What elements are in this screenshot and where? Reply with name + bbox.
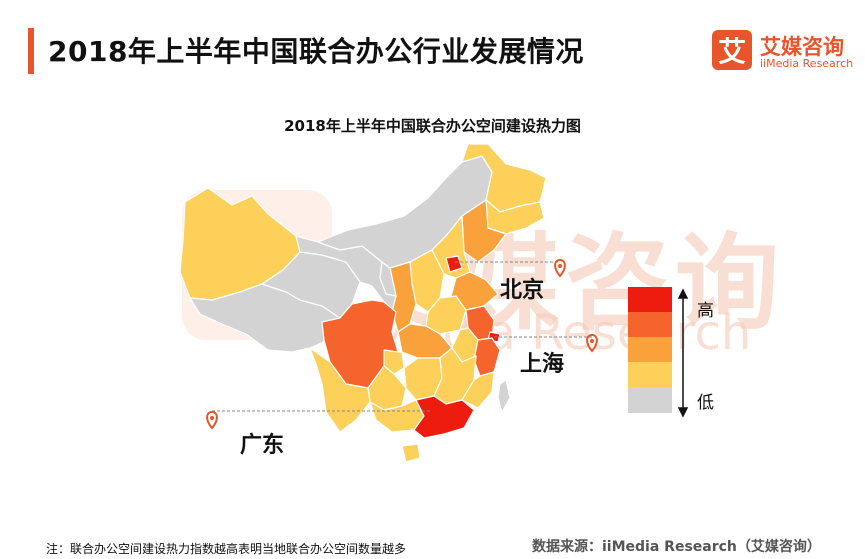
footnote: 注：联合办公空间建设热力指数越高表明当地联合办公空间数量越多 [46, 542, 407, 556]
region-hainan [401, 443, 421, 463]
brand-logo: 艾 艾媒咨询 iiMedia Research [712, 30, 854, 74]
logo-text-en: iiMedia Research [760, 57, 854, 70]
region-guangdong [413, 395, 475, 439]
legend-swatch-level-1 [628, 362, 672, 388]
label-guangdong: 广东 [240, 433, 285, 458]
logo-icon: 艾 [712, 30, 752, 70]
legend-low-label: 低 [697, 393, 714, 413]
legend-swatch-level-2 [628, 337, 672, 363]
legend-high-label: 高 [697, 301, 714, 321]
logo-text-cn: 艾媒咨询 [760, 35, 844, 59]
location-pin-icon [554, 258, 566, 278]
region-liaoning [461, 199, 507, 263]
legend-swatch-level-3 [628, 312, 672, 338]
label-beijing: 北京 [500, 278, 545, 303]
legend-swatch-level-4 [628, 287, 672, 313]
region-beijing [445, 255, 463, 273]
region-qinghai [261, 251, 361, 319]
title-accent-bar [28, 28, 34, 74]
chart-title: 2018年上半年中国联合办公空间建设热力图 [284, 117, 581, 135]
label-shanghai: 上海 [520, 352, 565, 377]
legend-swatch-level-0 [628, 387, 672, 413]
region-ningxia [379, 261, 397, 297]
location-pin-icon [206, 410, 218, 430]
data-source: 数据来源：iiMedia Research（艾媒咨询） [532, 539, 821, 555]
location-pin-icon [586, 333, 598, 353]
region-taiwan [497, 379, 511, 413]
page-title: 2018年上半年中国联合办公行业发展情况 [48, 35, 584, 68]
region-zhejiang [473, 337, 501, 377]
